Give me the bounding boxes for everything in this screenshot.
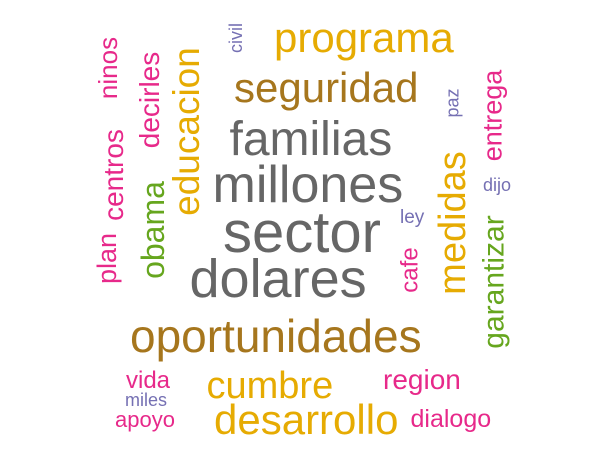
word-dolares: dolares (189, 249, 367, 309)
word-medidas: medidas (431, 151, 474, 295)
word-sector: sector (223, 200, 381, 265)
word-familias: familias (229, 113, 393, 166)
word-paz: paz (442, 88, 463, 118)
word-cafe: cafe (396, 247, 424, 293)
word-dijo: dijo (483, 175, 512, 195)
word-ley: ley (400, 206, 425, 228)
word-millones: millones (212, 156, 404, 214)
word-plan: plan (91, 232, 122, 284)
word-centros: centros (97, 129, 129, 221)
word-vida: vida (126, 367, 171, 394)
word-obama: obama (134, 181, 171, 279)
word-desarrollo: desarrollo (214, 396, 399, 443)
word-cumbre: cumbre (206, 365, 334, 407)
word-miles: miles (125, 390, 168, 410)
word-dialogo: dialogo (410, 404, 492, 433)
word-programa: programa (274, 14, 454, 61)
word-educacion: educacion (165, 46, 207, 216)
word-apoyo: apoyo (115, 407, 175, 432)
word-garantizar: garantizar (477, 215, 511, 349)
word-decirles: decirles (134, 51, 166, 149)
word-seguridad: seguridad (234, 64, 419, 111)
word-ninos: ninos (93, 36, 124, 100)
word-civil: civil (226, 23, 246, 53)
word-entrega: entrega (477, 69, 508, 161)
word-region: region (383, 364, 461, 395)
word-oportunidades: oportunidades (130, 310, 422, 362)
